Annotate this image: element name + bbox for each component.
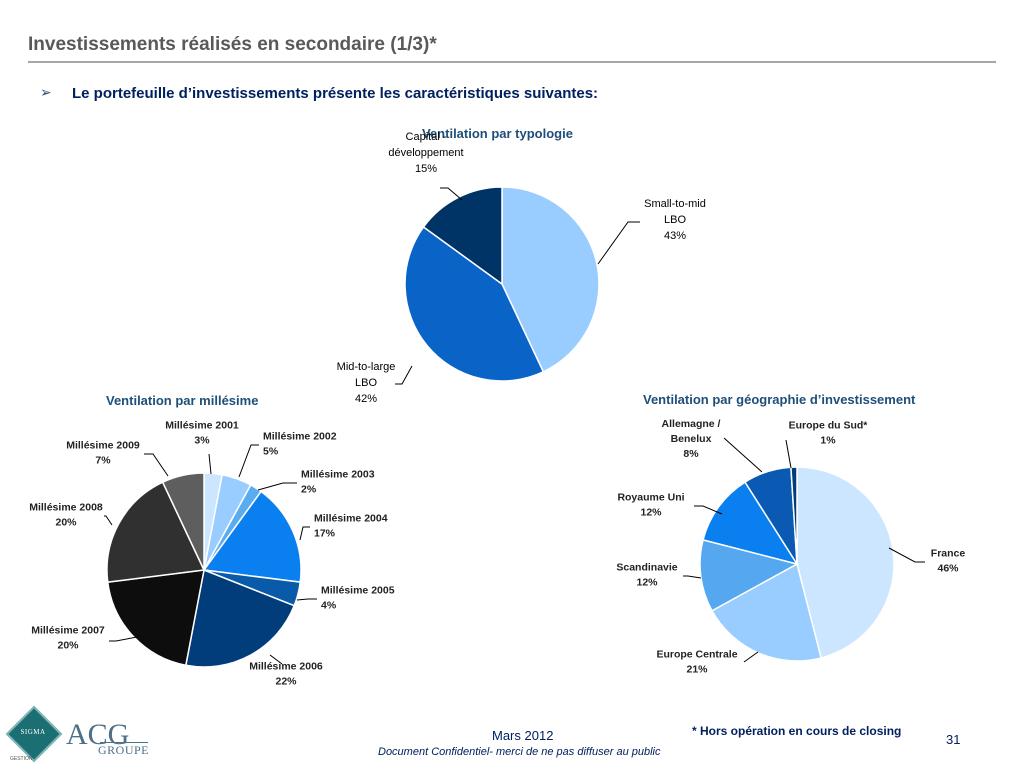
slice-leader-line bbox=[785, 439, 792, 469]
pie-millesime: Millésime 2001 3% Millésime 2002 5% Millésim… bbox=[29, 420, 394, 688]
groupe-logo-text: GROUPE bbox=[98, 743, 150, 757]
slice-leader-line bbox=[269, 654, 283, 665]
lead-text: Le portefeuille d’investissements présen… bbox=[72, 85, 599, 102]
slice-label: Millésime 2006 22% bbox=[249, 661, 323, 688]
pie-slice bbox=[184, 568, 296, 668]
pie-slice bbox=[161, 472, 205, 571]
pie-geographie: France 46% Europe Centrale 21% Scandinavie 12… bbox=[616, 418, 965, 676]
pie-slice bbox=[702, 481, 799, 566]
footer-confidential: Document Confidentiel- merci de ne pas d… bbox=[378, 746, 661, 758]
slice-label: France 46% bbox=[931, 548, 966, 575]
slice-leader-line bbox=[743, 651, 759, 663]
chart-title-millesime: Ventilation par millésime bbox=[106, 393, 259, 408]
slice-leader-line bbox=[238, 444, 259, 478]
slice-leader-line bbox=[723, 437, 763, 473]
slice-leader-line bbox=[144, 453, 169, 477]
acg-logo-text: ACG bbox=[66, 718, 130, 751]
slice-leader-line bbox=[440, 187, 463, 201]
slice-label: Scandinavie 12% bbox=[616, 562, 677, 589]
slice-label: Mid-to-large LBO 42% bbox=[337, 361, 396, 405]
slice-label: Millésime 2005 4% bbox=[321, 585, 395, 612]
pie-slice bbox=[699, 538, 800, 612]
slice-label: Europe du Sud* 1% bbox=[789, 420, 869, 447]
footer-date: Mars 2012 bbox=[492, 728, 554, 743]
pie-slice bbox=[710, 562, 823, 662]
slice-leader-line bbox=[299, 526, 310, 541]
company-logo: SIGMA GESTION ACG GROUPE bbox=[5, 705, 158, 764]
footnote: * Hors opération en cours de closing bbox=[692, 724, 902, 738]
slice-leader-line bbox=[104, 515, 113, 526]
sigma-logo-text: SIGMA bbox=[20, 728, 46, 736]
slice-leader-line bbox=[694, 505, 723, 515]
arrow-bullet-icon: ➢ bbox=[40, 84, 52, 100]
slice-leader-line bbox=[296, 598, 317, 601]
pie-slice bbox=[404, 225, 545, 382]
page-title: Investissements réalisés en secondaire (… bbox=[28, 34, 437, 55]
slice-leader-line bbox=[109, 636, 138, 642]
slice-label: Millésime 2003 2% bbox=[301, 469, 375, 496]
slice-leader-line bbox=[597, 221, 640, 265]
slice-leader-line bbox=[395, 365, 413, 385]
slice-leader-line bbox=[888, 547, 925, 563]
pie-slice bbox=[202, 490, 302, 583]
slice-leader-line bbox=[257, 482, 297, 491]
slice-label: Allemagne / Benelux 8% bbox=[662, 418, 721, 460]
slice-label: Millésime 2001 3% bbox=[165, 420, 239, 447]
slice-label: Millésime 2007 20% bbox=[31, 625, 105, 652]
chart-title-typologie: Ventilation par typologie bbox=[422, 126, 573, 141]
page-number: 31 bbox=[946, 732, 961, 747]
pie-slice bbox=[501, 186, 600, 373]
slice-label: Millésime 2002 5% bbox=[263, 431, 337, 458]
acg-logo-rule bbox=[100, 742, 148, 743]
slice-label: Small-to-mid LBO 43% bbox=[644, 198, 706, 242]
slice-label: Royaume Uni 12% bbox=[617, 492, 684, 519]
pie-slice bbox=[106, 569, 205, 667]
slice-label: Millésime 2008 20% bbox=[29, 502, 103, 529]
slice-label: Capital -développement 15% bbox=[388, 131, 463, 175]
slice-leader-line bbox=[683, 575, 702, 579]
pie-typologie: Small-to-mid LBO 43% Mid-to-large LBO 42% Capi… bbox=[337, 131, 706, 405]
slice-leader-line bbox=[208, 453, 212, 475]
pie-slice bbox=[106, 481, 206, 583]
title-divider bbox=[28, 61, 996, 63]
slice-label: Europe Centrale 21% bbox=[656, 649, 737, 676]
sigma-logo-subtext: GESTION bbox=[10, 756, 33, 762]
slice-label: Millésime 2004 17% bbox=[314, 513, 388, 540]
pie-slice bbox=[422, 186, 503, 286]
slice-label: Millésime 2009 7% bbox=[66, 440, 140, 467]
pie-slice bbox=[796, 466, 895, 659]
chart-title-geographie: Ventilation par géographie d’investissem… bbox=[643, 392, 916, 407]
